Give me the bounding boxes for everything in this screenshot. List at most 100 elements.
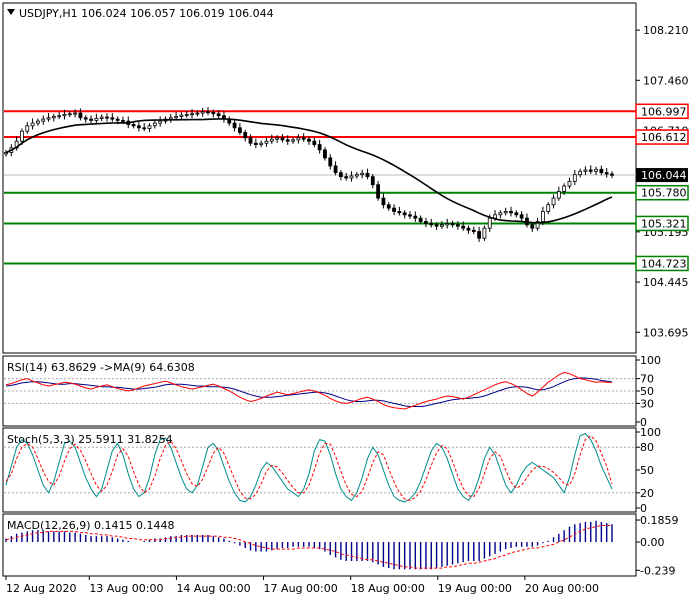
candle-body (115, 118, 120, 121)
rsi-line (5, 371, 613, 410)
rsi-title: RSI(14) 63.8629 ->MA(9) 64.6308 (7, 361, 195, 374)
level-tag-label: 105.321 (641, 217, 687, 230)
stoch-main-line (5, 432, 613, 503)
price-pane-frame (2, 2, 637, 354)
candle-body (158, 120, 163, 124)
price-pane[interactable]: 108.210107.460106.710105.195104.445103.6… (2, 2, 689, 354)
indicator-tick-label: 20 (640, 487, 654, 500)
macd-pane[interactable]: 0.1859 0.00 -0.239 MACD(12,26,9) 0.1415 0.… (2, 513, 679, 577)
candle-body (344, 176, 349, 179)
candle-body (503, 211, 508, 214)
candle-body (509, 211, 513, 214)
current-price-label: 106.044 (641, 169, 687, 182)
candle-body (338, 172, 343, 178)
stoch-pane-frame (2, 427, 637, 513)
level-tag-box (635, 103, 689, 120)
indicator-tick-label: 80 (640, 441, 654, 454)
candle-body (275, 137, 280, 140)
candle-body (296, 137, 301, 141)
candle-body (471, 229, 476, 232)
stoch-pane[interactable]: 100 80 50 20 0 Stoch(5,3,3) 25.5911 31.8254 (2, 426, 661, 515)
candle-body (450, 223, 455, 226)
rsi-ma-line (5, 377, 613, 407)
candle-body (269, 138, 274, 142)
candle-body (493, 214, 497, 219)
candle-body (540, 211, 545, 222)
candle-body (562, 185, 567, 192)
candle-body (184, 114, 189, 116)
candle-body (248, 137, 253, 144)
candle-body (333, 165, 338, 174)
candle-body (381, 197, 386, 206)
candle-body (546, 204, 551, 212)
candle-body (551, 197, 556, 206)
candle-body (583, 169, 588, 172)
candle-body (365, 172, 370, 178)
macd-y-axis: 0.1859 0.00 -0.239 (636, 514, 679, 577)
candle-body (291, 139, 295, 142)
time-tick-label: 13 Aug 00:00 (89, 582, 163, 595)
candle-body (46, 117, 51, 120)
candle-body (190, 113, 194, 116)
time-tick-label: 18 Aug 00:00 (351, 582, 425, 595)
candle-body (94, 118, 99, 121)
indicator-tick-label: 0.00 (640, 536, 665, 549)
macd-title: MACD(12,26,9) 0.1415 0.1448 (7, 519, 175, 532)
candle-body (349, 175, 354, 179)
stoch-y-axis: 100 80 50 20 0 (636, 426, 661, 515)
indicator-tick-label: 30 (640, 397, 654, 410)
candle-body (514, 212, 519, 216)
symbol-line: USDJPY,H1 106.024 106.057 106.019 106.04… (19, 7, 274, 20)
candle-body (206, 111, 210, 114)
candle-body (264, 140, 269, 144)
candle-body (83, 117, 88, 120)
candle-body (424, 221, 428, 224)
candle-body (445, 223, 450, 226)
price-moving-average (5, 118, 613, 224)
candle-body (578, 170, 583, 176)
price-tick-label: 103.695 (643, 326, 689, 339)
level-tag-box (635, 129, 689, 145)
candle-body (328, 157, 333, 167)
candle-body (20, 130, 24, 142)
candle-body (572, 174, 577, 182)
candle-body (610, 173, 614, 176)
time-tick-label: 12 Aug 2020 (6, 582, 76, 595)
candle-body (195, 112, 200, 115)
candle-body (259, 142, 264, 145)
candle-body (67, 113, 72, 116)
candle-body (35, 120, 40, 124)
candle-body (477, 231, 482, 239)
indicator-tick-label: -0.239 (640, 564, 675, 577)
candle-body (110, 117, 115, 120)
candle-body (51, 116, 56, 119)
candle-body (73, 112, 78, 115)
stoch-title: Stoch(5,3,3) 25.5911 31.8254 (7, 433, 173, 446)
indicator-tick-label: 100 (640, 426, 661, 439)
candle-body (121, 120, 125, 122)
level-tag-box (635, 184, 689, 201)
candle-body (142, 127, 147, 130)
candle-body (41, 118, 46, 122)
candle-body (25, 125, 30, 132)
level-tag-label: 106.997 (641, 105, 687, 118)
rsi-levels (4, 378, 636, 404)
price-tick-label: 104.445 (643, 276, 689, 289)
level-tag-label: 104.723 (641, 257, 687, 270)
candle-body (402, 212, 407, 216)
indicator-tick-label: 100 (640, 354, 661, 367)
candle-body (285, 139, 290, 142)
candle-body (360, 172, 365, 176)
candle-body (455, 224, 460, 227)
candle-body (439, 224, 444, 227)
time-tick-label: 17 Aug 00:00 (264, 582, 338, 595)
candle-body (354, 174, 359, 177)
candle-body (237, 127, 242, 133)
indicator-tick-label: 50 (640, 385, 654, 398)
dropdown-triangle-icon (7, 9, 15, 15)
candle-body (89, 118, 93, 121)
candle-body (168, 117, 173, 120)
